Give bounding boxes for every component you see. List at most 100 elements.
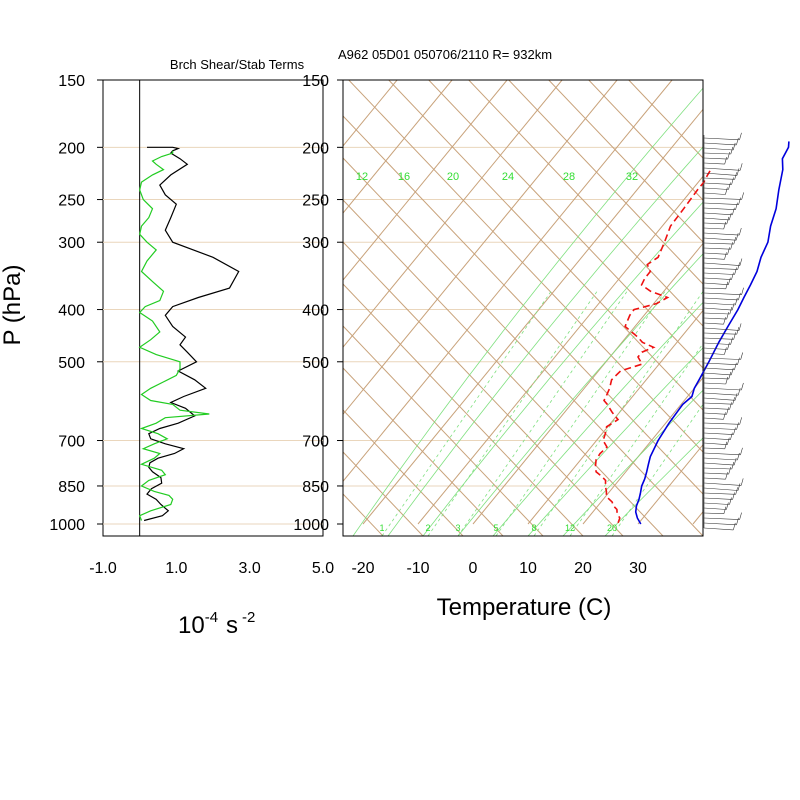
isotherm-line (0, 80, 177, 524)
wind-barb-flag (723, 317, 726, 325)
left-xtick-label: 1.0 (165, 560, 187, 577)
wind-barb-flag (730, 146, 734, 155)
wind-barb-flag (733, 522, 736, 530)
wind-barb (703, 232, 740, 236)
wind-barb-column (703, 132, 744, 531)
wind-barb-flag (739, 512, 742, 520)
wind-barb-flag (725, 376, 729, 385)
mixing-ratio-line (533, 290, 703, 536)
sounding-header: A962 05D01 050706/2110 R= 932km (338, 47, 552, 62)
wind-barb (703, 312, 730, 315)
wind-barb (703, 377, 729, 380)
wind-barb-flag (740, 478, 744, 486)
dry-adiabat-line (343, 409, 464, 536)
wind-barb (703, 502, 730, 505)
wind-barb (703, 497, 733, 500)
wind-barb-flag (731, 461, 735, 470)
wind-barb (703, 237, 737, 241)
wind-barb (703, 167, 741, 171)
wind-barb (703, 202, 739, 205)
left-ytick-label: 700 (58, 434, 85, 451)
dewpoint-profile-line (594, 169, 712, 524)
isotherm-line (582, 376, 703, 525)
wind-barb-flag (737, 483, 741, 491)
wind-barb (703, 407, 730, 410)
isotherm-line (343, 80, 563, 348)
wind-barb (703, 362, 738, 365)
wind-barb (703, 147, 734, 151)
isotherm-line (0, 80, 287, 524)
temperature-axis-label: Temperature (C) (437, 594, 612, 621)
moist-adiabat-line (422, 201, 703, 536)
isotherm-line (637, 443, 703, 525)
wind-barb-flag (729, 402, 732, 410)
left-xtick-label: 3.0 (239, 560, 261, 577)
dry-adiabat-line (343, 157, 703, 536)
wind-barb-flag (733, 332, 736, 340)
wind-barb (703, 217, 730, 221)
wind-barb (703, 357, 741, 360)
isotherm-line (343, 80, 618, 416)
wind-barb (703, 522, 737, 526)
isotherm-line (0, 80, 342, 524)
wind-barb (703, 162, 725, 165)
mixing-ratio-label: 8 (531, 523, 536, 533)
stability-term-line (138, 150, 210, 521)
wind-barb (703, 207, 736, 210)
wind-barb-flag (730, 432, 733, 440)
skew-plot-frame (342, 79, 704, 537)
dry-adiabat-line (343, 283, 584, 536)
unit-exponent-1: -4 (205, 609, 218, 626)
left-ytick-label: 250 (58, 193, 85, 210)
wind-barb-flag (725, 472, 728, 480)
wind-barb-flag (739, 258, 743, 266)
wind-barb-flag (739, 417, 742, 425)
wind-barb (703, 487, 739, 491)
wind-barb-flag (727, 342, 730, 350)
right-ytick-label: 1000 (293, 517, 329, 534)
mixing-ratio-label: 1 (379, 523, 384, 533)
wind-barb (703, 467, 732, 470)
right-ytick-label: 150 (302, 73, 329, 90)
wind-barb-flag (725, 187, 728, 195)
wind-barb (703, 507, 727, 510)
wind-barb-flag (737, 262, 740, 270)
wind-barb (703, 287, 726, 290)
wind-barb (703, 457, 738, 461)
wind-barb (703, 442, 728, 445)
wind-barb-flag (739, 163, 743, 171)
dry-adiabat-line (588, 80, 703, 201)
wind-barb-flag (730, 337, 733, 345)
wind-barb (703, 257, 725, 260)
temperature-tick-label: -10 (406, 560, 429, 577)
wind-barb-flag (736, 327, 740, 335)
wind-barb-flag (726, 216, 730, 224)
left-ytick-label: 300 (58, 235, 85, 252)
wind-barb (703, 332, 737, 335)
theta-e-label: 24 (502, 171, 514, 183)
wind-barb-flag (738, 292, 741, 300)
wind-barb-flag (738, 323, 742, 331)
wind-barb-flag (740, 447, 743, 455)
wind-barb-flag (732, 142, 736, 151)
wind-barb-flag (729, 306, 733, 315)
wind-barb (703, 307, 733, 311)
wind-barb (703, 412, 727, 415)
left-xtick-label: 5.0 (312, 560, 334, 577)
wind-barb-flag (723, 221, 726, 230)
dry-adiabat-line (508, 80, 703, 285)
mixing-ratio-label: 5 (493, 523, 498, 533)
right-ytick-label: 300 (302, 235, 329, 252)
wind-barb-flag (727, 247, 730, 255)
wind-barb (703, 297, 739, 301)
mixing-ratio-label: 20 (607, 523, 617, 533)
temperature-tick-label: 20 (574, 560, 592, 577)
wind-barb-flag (731, 177, 734, 185)
wind-barb (703, 397, 736, 401)
wind-barb-flag (728, 467, 731, 475)
wind-barb (703, 417, 724, 420)
wind-barb-flag (736, 517, 739, 525)
wind-barb (703, 192, 726, 195)
mixing-ratio-line (495, 289, 667, 536)
